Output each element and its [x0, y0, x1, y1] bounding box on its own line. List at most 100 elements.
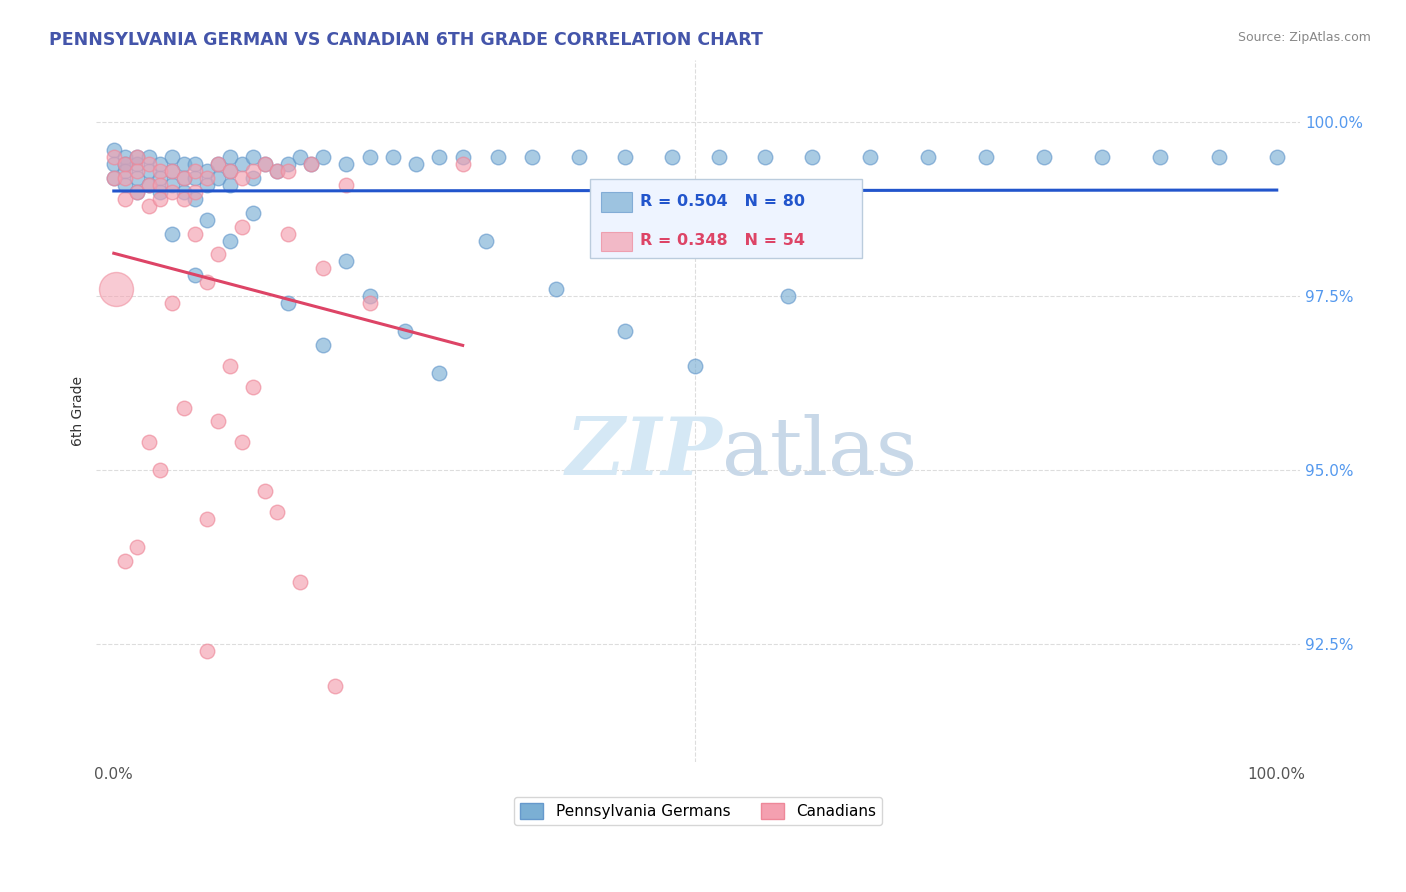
- Point: [429, 150, 451, 164]
- Point: [277, 157, 299, 171]
- Point: [114, 157, 136, 171]
- Point: [475, 234, 498, 248]
- Point: [138, 199, 160, 213]
- Point: [685, 359, 707, 373]
- Point: [277, 227, 299, 241]
- Point: [288, 574, 311, 589]
- Point: [207, 157, 229, 171]
- Point: [138, 164, 160, 178]
- Point: [335, 254, 357, 268]
- Point: [277, 164, 299, 178]
- Point: [522, 150, 544, 164]
- Point: [160, 178, 183, 192]
- Point: [160, 185, 183, 199]
- Point: [125, 164, 148, 178]
- Point: [184, 227, 207, 241]
- Point: [114, 150, 136, 164]
- Point: [114, 554, 136, 568]
- Point: [149, 170, 172, 185]
- Point: [614, 324, 637, 338]
- Point: [242, 150, 264, 164]
- Point: [266, 505, 288, 519]
- Point: [359, 150, 381, 164]
- Text: atlas: atlas: [723, 414, 917, 492]
- Point: [253, 157, 276, 171]
- Point: [219, 164, 242, 178]
- Point: [103, 170, 125, 185]
- Point: [195, 512, 218, 526]
- Y-axis label: 6th Grade: 6th Grade: [72, 376, 86, 446]
- Point: [184, 268, 207, 283]
- Text: R = 0.348   N = 54: R = 0.348 N = 54: [641, 234, 806, 248]
- Point: [778, 289, 800, 303]
- Point: [1091, 150, 1114, 164]
- Point: [381, 150, 404, 164]
- Point: [253, 157, 276, 171]
- Point: [173, 170, 195, 185]
- Point: [149, 164, 172, 178]
- Point: [195, 275, 218, 289]
- Point: [544, 282, 567, 296]
- Point: [754, 150, 776, 164]
- Point: [184, 185, 207, 199]
- Point: [800, 150, 823, 164]
- Point: [219, 164, 242, 178]
- Point: [1149, 150, 1171, 164]
- Point: [288, 150, 311, 164]
- Point: [149, 463, 172, 477]
- Text: ZIP: ZIP: [565, 415, 723, 491]
- Point: [266, 164, 288, 178]
- Point: [184, 170, 207, 185]
- Point: [568, 150, 591, 164]
- Point: [160, 296, 183, 310]
- Point: [219, 359, 242, 373]
- Point: [661, 150, 683, 164]
- Point: [219, 150, 242, 164]
- Point: [103, 143, 125, 157]
- Point: [138, 157, 160, 171]
- Point: [114, 157, 136, 171]
- Point: [125, 157, 148, 171]
- Point: [323, 679, 346, 693]
- Point: [105, 282, 128, 296]
- Point: [451, 150, 474, 164]
- Point: [184, 192, 207, 206]
- Point: [149, 178, 172, 192]
- Point: [253, 483, 276, 498]
- Point: [173, 185, 195, 199]
- Point: [125, 185, 148, 199]
- Point: [114, 170, 136, 185]
- Point: [138, 150, 160, 164]
- Point: [114, 164, 136, 178]
- Point: [125, 150, 148, 164]
- Point: [207, 247, 229, 261]
- Point: [195, 212, 218, 227]
- Point: [138, 435, 160, 450]
- Point: [184, 157, 207, 171]
- Point: [114, 178, 136, 192]
- Point: [114, 192, 136, 206]
- Point: [231, 157, 253, 171]
- Point: [149, 192, 172, 206]
- Point: [231, 170, 253, 185]
- Point: [184, 164, 207, 178]
- Point: [125, 540, 148, 554]
- Point: [242, 164, 264, 178]
- Point: [138, 178, 160, 192]
- Point: [173, 192, 195, 206]
- Point: [394, 324, 416, 338]
- Point: [301, 157, 323, 171]
- Point: [207, 157, 229, 171]
- Point: [335, 157, 357, 171]
- Point: [614, 150, 637, 164]
- Point: [160, 164, 183, 178]
- Point: [277, 296, 299, 310]
- Point: [103, 170, 125, 185]
- Point: [103, 157, 125, 171]
- Point: [486, 150, 509, 164]
- Point: [160, 227, 183, 241]
- Point: [312, 150, 335, 164]
- Point: [1033, 150, 1056, 164]
- Point: [266, 164, 288, 178]
- Point: [207, 414, 229, 428]
